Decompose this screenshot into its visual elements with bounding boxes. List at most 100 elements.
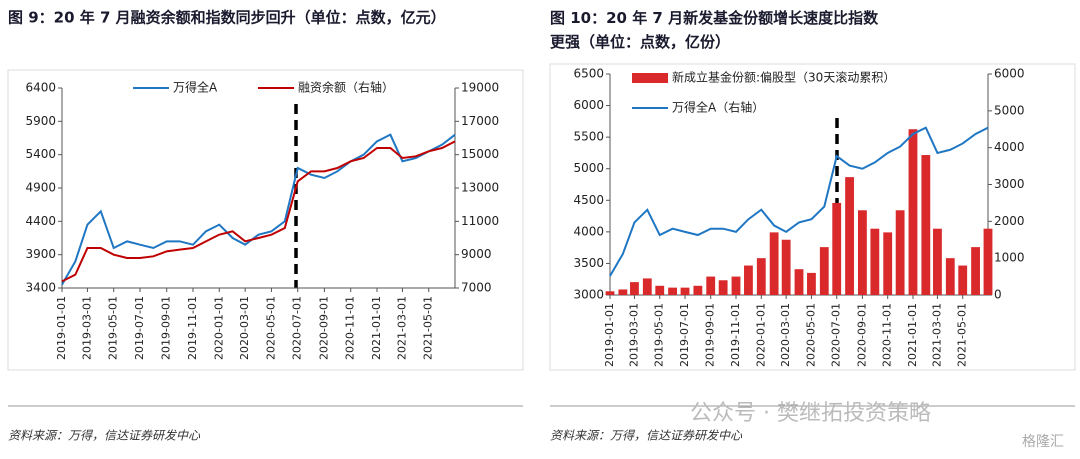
y2-tick-label: 6000 bbox=[994, 67, 1025, 81]
x-tick-label: 2021-03-01 bbox=[395, 296, 408, 360]
y-tick-label: 5900 bbox=[25, 114, 56, 128]
legend-label: 融资余额（右轴） bbox=[298, 80, 394, 95]
legend-label: 万得全A（右轴） bbox=[672, 100, 764, 115]
x-tick-label: 2020-09-01 bbox=[855, 303, 868, 367]
x-tick-label: 2019-01-01 bbox=[55, 296, 68, 360]
x-tick-label: 2019-09-01 bbox=[160, 296, 173, 360]
panel-frame bbox=[549, 63, 1076, 371]
bar bbox=[693, 285, 703, 295]
bar bbox=[630, 282, 639, 295]
y2-tick-label: 17000 bbox=[461, 114, 499, 128]
y2-tick-label: 19000 bbox=[461, 81, 499, 95]
x-tick-label: 2019-11-01 bbox=[186, 296, 199, 360]
x-tick-label: 2019-07-01 bbox=[133, 296, 146, 360]
bar bbox=[983, 228, 993, 295]
x-tick-label: 2021-03-01 bbox=[930, 303, 943, 367]
y-tick-label: 6500 bbox=[573, 67, 604, 81]
y2-tick-label: 0 bbox=[994, 288, 1002, 302]
y2-tick-label: 7000 bbox=[461, 281, 492, 295]
y2-tick-label: 2000 bbox=[994, 214, 1025, 228]
x-tick-label: 2020-07-01 bbox=[291, 296, 304, 360]
y2-tick-label: 3000 bbox=[994, 177, 1025, 191]
chart-title: 图 9：20 年 7 月融资余额和指数同步回升（单位：点数，亿元） bbox=[8, 9, 446, 27]
x-tick-label: 2020-01-01 bbox=[754, 303, 767, 367]
bar bbox=[908, 129, 918, 295]
bar bbox=[680, 287, 690, 295]
x-tick-label: 2021-01-01 bbox=[906, 303, 919, 367]
bar bbox=[655, 285, 665, 295]
y-tick-label: 6000 bbox=[573, 98, 604, 112]
bar bbox=[794, 269, 804, 295]
bar bbox=[605, 291, 615, 295]
bar bbox=[971, 247, 980, 295]
source: 资料来源：万得，信达证券研发中心 bbox=[8, 429, 201, 443]
x-tick-label: 2019-05-01 bbox=[107, 296, 120, 360]
y-tick-label: 4900 bbox=[25, 181, 56, 195]
y2-tick-label: 13000 bbox=[461, 181, 499, 195]
y-tick-label: 5000 bbox=[573, 161, 604, 175]
bar bbox=[718, 280, 728, 295]
y-tick-label: 6400 bbox=[25, 81, 56, 95]
x-tick-label: 2019-09-01 bbox=[704, 303, 717, 367]
source: 资料来源：万得，信达证券研发中心 bbox=[550, 429, 743, 443]
y-tick-label: 4500 bbox=[573, 193, 604, 207]
bar bbox=[769, 232, 779, 295]
x-tick-label: 2020-05-01 bbox=[804, 303, 817, 367]
x-tick-label: 2020-05-01 bbox=[264, 296, 277, 360]
series-line bbox=[61, 133, 456, 286]
bar bbox=[706, 276, 716, 295]
x-tick-label: 2020-11-01 bbox=[881, 303, 894, 367]
y2-tick-label: 5000 bbox=[994, 103, 1025, 117]
bar bbox=[832, 202, 842, 295]
panel-frame bbox=[7, 69, 524, 371]
bar bbox=[731, 276, 741, 295]
y-tick-label: 3900 bbox=[25, 247, 56, 261]
y2-tick-label: 1000 bbox=[994, 251, 1025, 265]
x-tick-label: 2019-05-01 bbox=[653, 303, 666, 367]
y-tick-label: 4000 bbox=[573, 224, 604, 238]
y-tick-label: 3400 bbox=[25, 281, 56, 295]
bar bbox=[642, 278, 652, 295]
bar bbox=[945, 258, 955, 295]
x-tick-label: 2019-01-01 bbox=[603, 303, 616, 367]
chart-title: 图 10：20 年 7 月新发基金份额增长速度比指数更强（单位：点数，亿份） bbox=[550, 9, 879, 51]
x-tick-label: 2020-11-01 bbox=[344, 296, 357, 360]
x-tick-label: 2020-07-01 bbox=[830, 303, 843, 367]
y-tick-label: 3000 bbox=[573, 288, 604, 302]
x-tick-label: 2021-01-01 bbox=[370, 296, 383, 360]
y2-tick-label: 4000 bbox=[994, 140, 1025, 154]
x-tick-label: 2020-03-01 bbox=[779, 303, 792, 367]
x-tick-label: 2019-07-01 bbox=[678, 303, 691, 367]
x-tick-label: 2021-05-01 bbox=[956, 303, 969, 367]
x-tick-label: 2020-09-01 bbox=[317, 296, 330, 360]
x-tick-label: 2020-01-01 bbox=[212, 296, 225, 360]
bar bbox=[870, 228, 880, 295]
bar bbox=[618, 289, 628, 295]
bar bbox=[958, 265, 968, 295]
y2-tick-label: 15000 bbox=[461, 147, 499, 161]
watermark: 公众号 · 樊继拓投资策略 bbox=[690, 401, 931, 426]
bar bbox=[807, 272, 816, 295]
legend-label: 新成立基金份额:偏股型（30天滚动累积） bbox=[672, 70, 895, 85]
legend-label: 万得全A bbox=[173, 80, 218, 95]
legend-swatch bbox=[632, 73, 668, 83]
y-tick-label: 3500 bbox=[573, 256, 604, 270]
x-tick-label: 2021-05-01 bbox=[422, 296, 435, 360]
bar bbox=[744, 265, 753, 295]
bar bbox=[819, 247, 829, 295]
y-tick-label: 5500 bbox=[573, 130, 604, 144]
bar bbox=[845, 177, 854, 295]
logo: 格隆汇 bbox=[1022, 434, 1064, 450]
x-tick-label: 2019-11-01 bbox=[729, 303, 742, 367]
y2-tick-label: 11000 bbox=[461, 214, 499, 228]
bar bbox=[895, 210, 905, 295]
bar bbox=[883, 232, 893, 295]
x-tick-label: 2019-03-01 bbox=[627, 303, 640, 367]
bar bbox=[933, 228, 942, 295]
x-tick-label: 2020-03-01 bbox=[238, 296, 251, 360]
y-tick-label: 5400 bbox=[25, 147, 56, 161]
y2-tick-label: 9000 bbox=[461, 247, 492, 261]
bar bbox=[756, 258, 766, 295]
y-tick-label: 4400 bbox=[25, 214, 56, 228]
